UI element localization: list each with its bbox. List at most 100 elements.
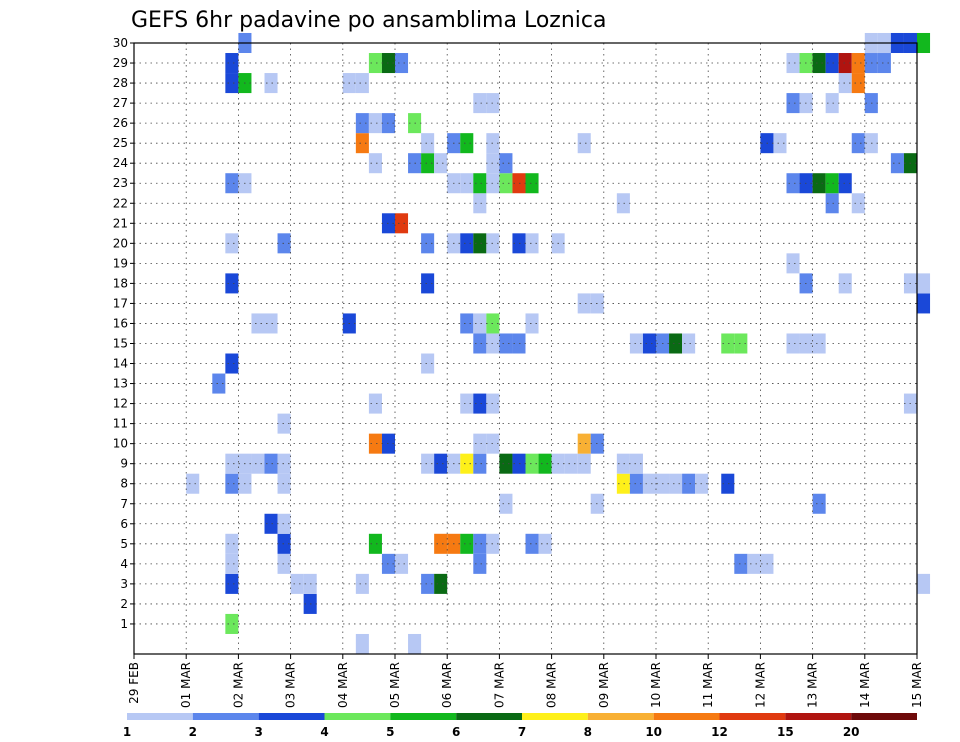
heatmap-cell (512, 173, 526, 194)
x-tick-label: 07 MAR (492, 662, 506, 708)
heatmap-cell (264, 513, 278, 534)
heatmap-cell (460, 313, 474, 334)
heatmap-cell (499, 453, 513, 474)
heatmap-cell (473, 453, 487, 474)
heatmap-cell (577, 293, 591, 314)
heatmap-cell (355, 133, 369, 154)
y-tick-label: 14 (113, 357, 128, 371)
heatmap-cell (773, 133, 787, 154)
heatmap-cell (290, 573, 304, 594)
heatmap-cell (682, 473, 696, 494)
y-tick-label: 7 (120, 497, 128, 511)
heatmap-cell (355, 113, 369, 134)
heatmap-cell (395, 213, 409, 234)
heatmap-cell (747, 553, 761, 574)
heatmap-cell (225, 173, 239, 194)
heatmap-cell (421, 153, 435, 174)
heatmap-cell (225, 553, 239, 574)
heatmap-cell (786, 253, 800, 274)
heatmap-cell (812, 493, 826, 514)
heatmap-cell (434, 533, 448, 554)
heatmap-cell (786, 173, 800, 194)
y-tick-label: 10 (113, 437, 128, 451)
heatmap-cell (473, 433, 487, 454)
heatmap-cell (629, 473, 643, 494)
heatmap-cell (851, 133, 865, 154)
heatmap-cell (277, 513, 291, 534)
colorbar-label: 6 (452, 725, 460, 739)
heatmap-cell (616, 453, 630, 474)
heatmap-cell (538, 453, 552, 474)
colorbar-swatch (258, 713, 325, 720)
colorbar-label: 2 (189, 725, 197, 739)
heatmap-cell (499, 333, 513, 354)
heatmap-cell (838, 73, 852, 94)
heatmap-cell (525, 453, 539, 474)
heatmap-cell (721, 473, 735, 494)
heatmap-cell (734, 333, 748, 354)
y-tick-label: 20 (113, 236, 128, 250)
heatmap-cells (186, 32, 931, 654)
heatmap-cell (642, 333, 656, 354)
colorbar-label: 7 (518, 725, 526, 739)
x-tick-label: 09 MAR (597, 662, 611, 708)
heatmap-cell (812, 53, 826, 74)
heatmap-cell (395, 53, 409, 74)
heatmap-cell (917, 573, 931, 594)
y-tick-label: 1 (120, 617, 128, 631)
heatmap-cell (890, 153, 904, 174)
y-tick-label: 17 (113, 296, 128, 310)
colorbar-label: 5 (386, 725, 394, 739)
heatmap-cell (460, 173, 474, 194)
chart-title: GEFS 6hr padavine po ansamblima Loznica (131, 8, 606, 33)
heatmap-cell (355, 633, 369, 654)
heatmap-cell (499, 153, 513, 174)
heatmap-cell (225, 353, 239, 374)
heatmap-cell (473, 333, 487, 354)
heatmap-cell (460, 533, 474, 554)
heatmap-cell (212, 373, 226, 394)
y-tick-label: 26 (113, 116, 128, 130)
heatmap-cell (525, 533, 539, 554)
y-tick-label: 6 (120, 517, 128, 531)
x-axis-ticks: 29 FEB 01 MAR 02 MAR 03 MAR 04 MAR 05 MAR 06 M… (127, 654, 924, 708)
heatmap-cell (538, 533, 552, 554)
heatmap-cell (277, 233, 291, 254)
colorbar-swatch (719, 713, 786, 720)
heatmap-cell (473, 93, 487, 114)
y-tick-label: 28 (113, 76, 128, 90)
heatmap-cell (525, 233, 539, 254)
heatmap-cell (812, 333, 826, 354)
heatmap-cell (277, 533, 291, 554)
heatmap-cell (264, 453, 278, 474)
y-tick-label: 22 (113, 196, 128, 210)
y-tick-label: 11 (113, 417, 128, 431)
heatmap-cell (368, 533, 382, 554)
heatmap-cell (473, 313, 487, 334)
heatmap-cell (460, 233, 474, 254)
colorbar-swatch (522, 713, 588, 720)
heatmap-cell (525, 173, 539, 194)
heatmap-cell (434, 453, 448, 474)
heatmap-cell (225, 573, 239, 594)
colorbar-swatch (851, 713, 917, 720)
heatmap-cell (851, 53, 865, 74)
heatmap-cell (642, 473, 656, 494)
heatmap-cell (421, 573, 435, 594)
heatmap-cell (355, 73, 369, 94)
heatmap-cell (525, 313, 539, 334)
heatmap-cell (225, 473, 239, 494)
heatmap-cell (577, 133, 591, 154)
heatmap-cell (251, 313, 265, 334)
heatmap-cell (499, 493, 513, 514)
heatmap-cell (434, 153, 448, 174)
heatmap-cell (721, 333, 735, 354)
colorbar-label: 20 (843, 725, 860, 739)
y-tick-label: 24 (113, 156, 128, 170)
heatmap-cell (277, 453, 291, 474)
heatmap-cell (355, 573, 369, 594)
heatmap-cell (421, 353, 435, 374)
heatmap-cell (225, 53, 239, 74)
y-axis-ticks: 1234567891011121314151617181920212223242… (113, 36, 134, 631)
colorbar-legend: 1 2 3 4 5 6 7 8 10 12 15 20 (123, 713, 917, 739)
